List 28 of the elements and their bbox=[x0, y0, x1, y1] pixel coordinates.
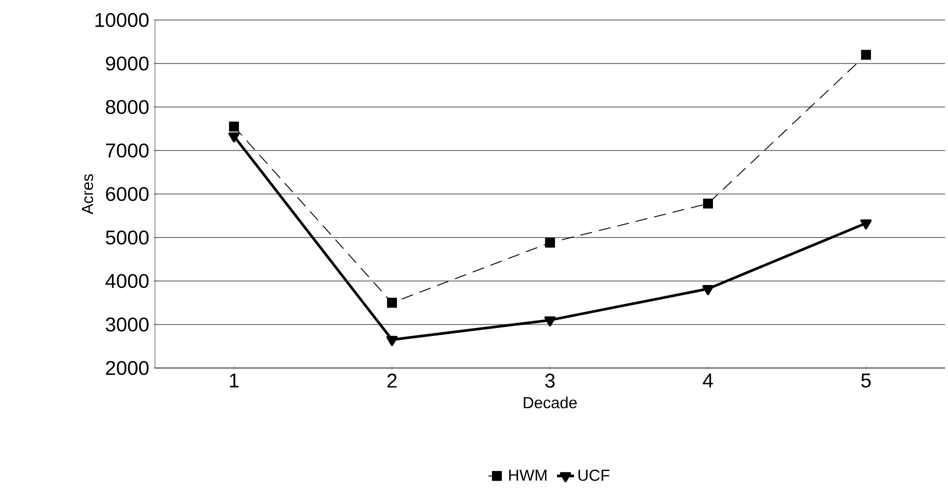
point bbox=[544, 316, 556, 326]
y-tick-label: 9000 bbox=[106, 56, 149, 71]
legend-label: HWM bbox=[509, 470, 546, 481]
x-tick-label: 3 bbox=[545, 374, 555, 388]
y-tick-label: 2000 bbox=[106, 360, 149, 376]
y-tick-label: 5000 bbox=[106, 230, 149, 245]
legend-label: UCF bbox=[578, 470, 610, 481]
point bbox=[386, 336, 398, 346]
point bbox=[545, 238, 555, 248]
x-axis-title: Decade bbox=[524, 396, 577, 408]
x-tick-label: 2 bbox=[387, 374, 397, 388]
point bbox=[703, 198, 713, 209]
point bbox=[861, 50, 871, 60]
point bbox=[228, 132, 240, 142]
y-tick-label: 3000 bbox=[106, 317, 149, 332]
point bbox=[229, 122, 239, 132]
y-tick-label: 6000 bbox=[106, 186, 149, 202]
point bbox=[387, 298, 397, 308]
y-axis-title: Acres bbox=[82, 174, 94, 214]
y-tick-label: 4000 bbox=[105, 274, 149, 288]
y-tick-label: 7000 bbox=[106, 143, 149, 158]
x-tick-label: 1 bbox=[230, 374, 239, 388]
y-tick-label: 10000 bbox=[95, 12, 149, 28]
point bbox=[860, 219, 872, 230]
x-tick-label: 5 bbox=[861, 374, 871, 388]
x-tick-label: 4 bbox=[702, 374, 713, 388]
y-tick-label: 8000 bbox=[106, 100, 149, 114]
point bbox=[702, 285, 714, 296]
